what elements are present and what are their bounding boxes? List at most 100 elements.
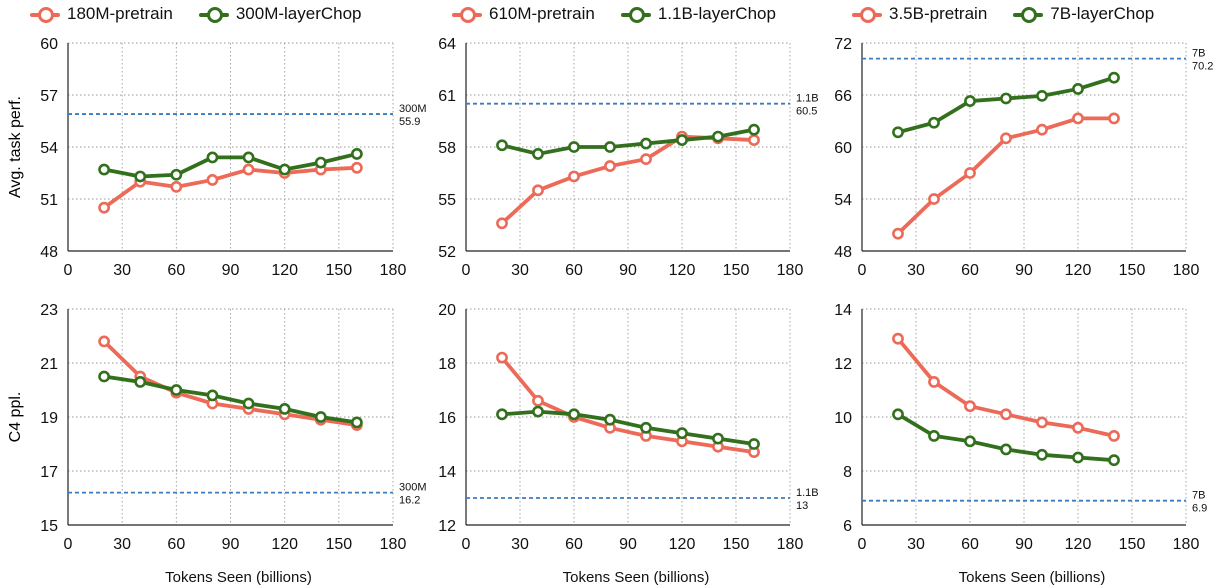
x-tick-label: 150 — [325, 262, 352, 279]
data-point — [1072, 421, 1084, 434]
y-tick-label: 66 — [834, 88, 852, 105]
legend-label: 610M-pretrain — [489, 4, 595, 23]
data-point — [604, 413, 616, 426]
data-point — [242, 163, 255, 176]
data-point — [532, 394, 544, 407]
legend-group-3: 3.5B-pretrain 7B-layerChop — [852, 4, 1180, 24]
x-tick-label: 120 — [1065, 262, 1092, 279]
data-point — [278, 163, 291, 176]
data-point — [314, 156, 327, 169]
legend-label: 1.1B-layerChop — [657, 4, 776, 23]
legend-label: 3.5B-pretrain — [889, 4, 988, 23]
chart-panel-bottom-right: 0 30 60 90 120 150 180 6 8 10 12 14 7B6.9 Tokens Seen… — [834, 302, 1207, 586]
series-line — [102, 165, 359, 210]
y-tick-label: 60 — [40, 36, 58, 53]
x-tick-label: 30 — [113, 262, 131, 279]
legend-item: 180M-pretrain — [30, 4, 173, 24]
data-point — [1108, 454, 1120, 467]
data-point — [1036, 123, 1048, 136]
y-tick-label: 58 — [438, 140, 456, 157]
y-tick-label: 19 — [40, 410, 58, 427]
x-tick-label: 150 — [723, 262, 750, 279]
reference-value-label: 16.2 — [399, 495, 420, 507]
x-tick-label: 180 — [1173, 536, 1200, 553]
series-line — [102, 152, 359, 179]
x-tick-label: 0 — [858, 262, 867, 279]
x-tick-label: 90 — [222, 536, 240, 553]
y-tick-label: 6 — [843, 518, 852, 535]
y-tick-label: 55 — [438, 192, 456, 209]
x-tick-label: 60 — [167, 262, 185, 279]
reference-value-label: 13 — [796, 500, 808, 512]
x-tick-label: 180 — [1173, 262, 1200, 279]
x-axis-title: Tokens Seen (billions) — [959, 569, 1106, 586]
y-tick-label: 10 — [834, 410, 852, 427]
reference-label: 7B — [1192, 490, 1205, 502]
data-point — [640, 137, 652, 150]
data-point — [532, 148, 544, 160]
data-point — [604, 160, 616, 172]
x-tick-label: 90 — [1015, 262, 1033, 279]
data-point — [350, 161, 363, 174]
data-point — [928, 116, 940, 129]
x-tick-label: 30 — [113, 536, 131, 553]
x-tick-label: 60 — [167, 536, 185, 553]
data-point — [170, 180, 183, 193]
x-tick-label: 150 — [325, 536, 352, 553]
x-tick-label: 150 — [1119, 536, 1146, 553]
data-point — [892, 332, 904, 345]
x-tick-label: 90 — [619, 536, 637, 553]
data-point — [98, 201, 111, 214]
y-tick-label: 54 — [40, 140, 58, 157]
x-tick-label: 120 — [271, 536, 298, 553]
x-tick-label: 120 — [271, 262, 298, 279]
data-point — [496, 217, 508, 230]
reference-label: 300M — [399, 482, 427, 494]
legend-bar: 180M-pretrain 300M-layerChop 610M-pretra… — [0, 0, 1223, 32]
series-line — [102, 339, 359, 428]
y-tick-label: 12 — [834, 356, 852, 373]
y-tick-label: 48 — [40, 244, 58, 261]
y-tick-label: 61 — [438, 88, 456, 105]
data-point — [206, 389, 219, 402]
data-point — [1000, 408, 1012, 421]
data-point — [314, 411, 327, 423]
reference-value-label: 60.5 — [796, 106, 817, 118]
x-axis-title: Tokens Seen (billions) — [563, 569, 710, 586]
data-point — [1072, 451, 1084, 464]
reference-value-label: 55.9 — [399, 116, 420, 128]
y-tick-label: 64 — [438, 36, 456, 53]
data-point — [532, 184, 544, 197]
x-tick-label: 120 — [1065, 536, 1092, 553]
data-point — [964, 400, 976, 413]
data-point — [568, 141, 580, 153]
data-point — [350, 416, 363, 429]
y-tick-label: 23 — [40, 302, 58, 319]
y-tick-label: 15 — [40, 518, 58, 535]
data-point — [134, 170, 147, 183]
x-tick-label: 60 — [961, 536, 979, 553]
x-tick-label: 0 — [462, 262, 471, 279]
legend-swatch-icon — [1013, 6, 1044, 23]
x-tick-label: 30 — [511, 536, 529, 553]
legend-swatch-icon — [30, 6, 60, 23]
data-point — [1000, 92, 1012, 105]
data-point — [278, 402, 291, 415]
data-point — [1036, 448, 1048, 461]
legend-item: 1.1B-layerChop — [620, 4, 776, 24]
reference-value-label: 6.9 — [1192, 503, 1207, 515]
data-point — [1108, 112, 1120, 125]
x-tick-label: 180 — [380, 262, 407, 279]
data-point — [892, 408, 904, 421]
data-point — [496, 351, 508, 364]
data-point — [98, 163, 111, 176]
y-axis-title: C4 ppl. — [7, 392, 24, 443]
data-point — [206, 174, 219, 186]
reference-label: 7B — [1192, 48, 1205, 60]
series-line — [102, 374, 359, 425]
x-tick-label: 0 — [64, 536, 73, 553]
legend-group-2: 610M-pretrain 1.1B-layerChop — [452, 4, 802, 24]
legend-item: 3.5B-pretrain — [852, 4, 987, 24]
